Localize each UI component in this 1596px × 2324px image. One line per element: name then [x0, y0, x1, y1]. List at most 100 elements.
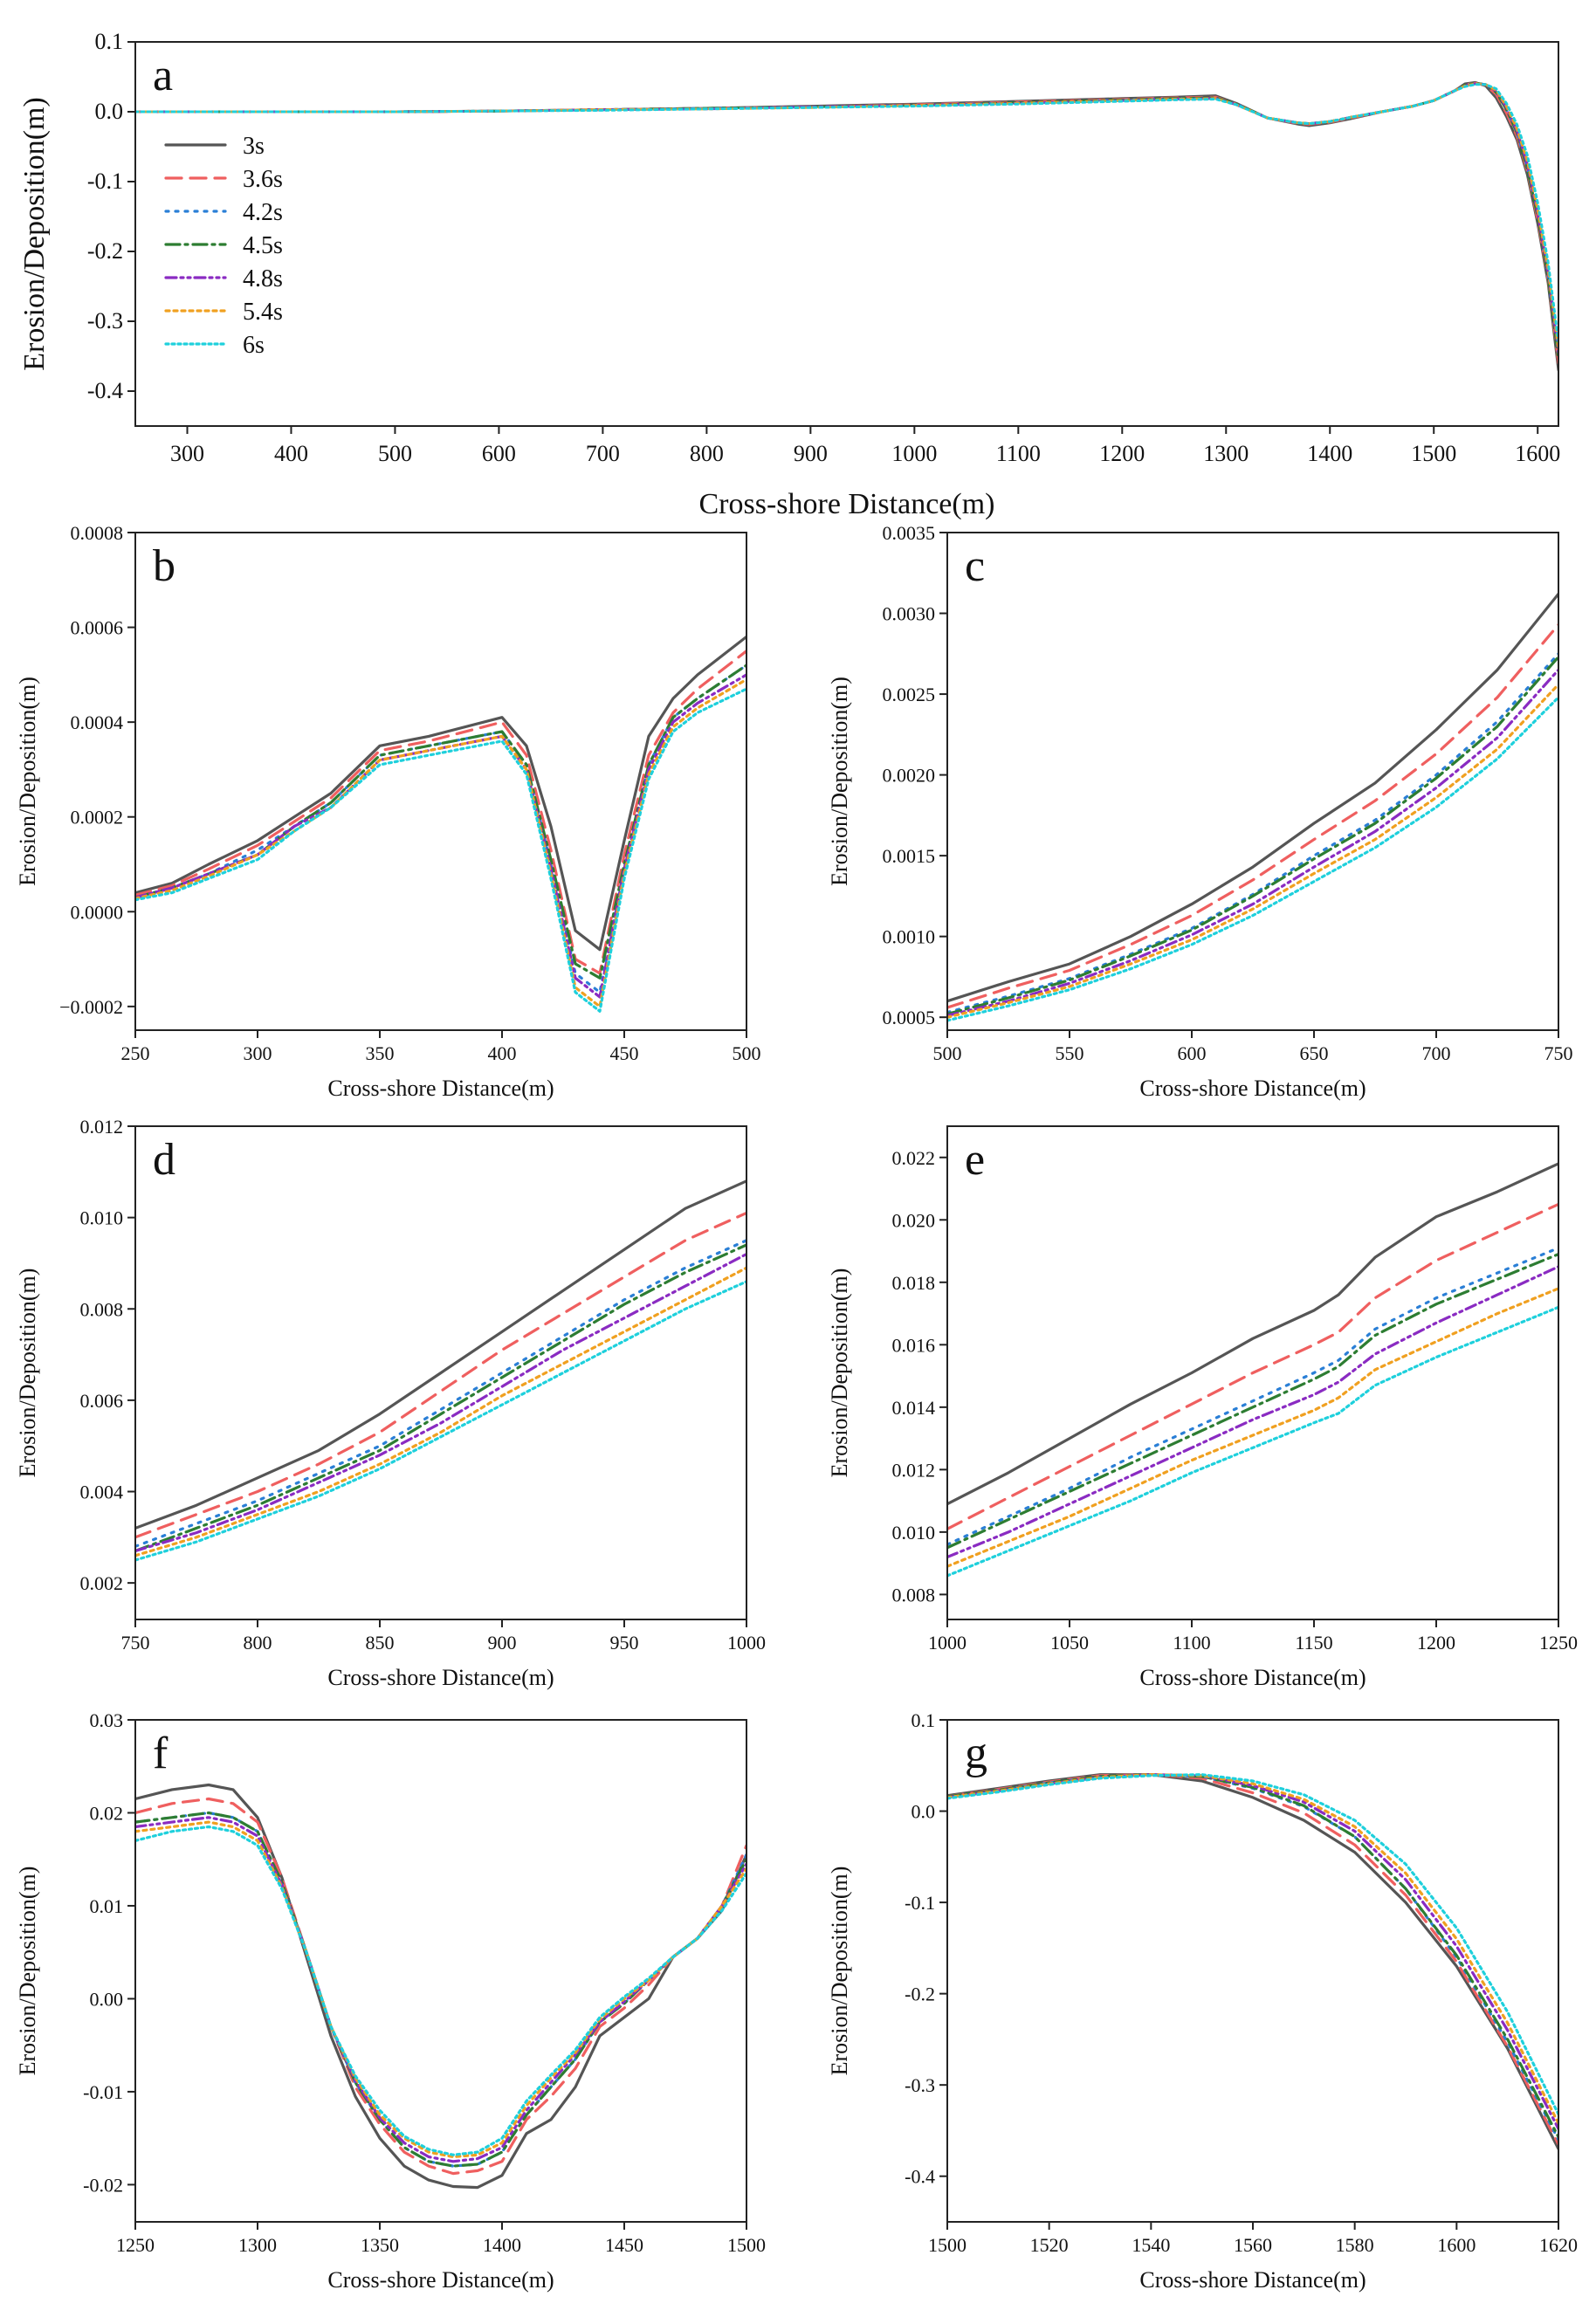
x-tick-label-f: 1450 [605, 2234, 643, 2256]
y-tick-label-a: -0.2 [87, 238, 123, 264]
series-line-a-3.6s [135, 81, 1558, 365]
x-tick-label-a: 1200 [1099, 441, 1145, 466]
x-tick-label-a: 600 [482, 441, 516, 466]
series-line-b-3.6s [135, 650, 746, 975]
y-tick-label-e: 0.010 [892, 1522, 936, 1544]
x-axis-title-g: Cross-shore Distance(m) [1139, 2267, 1366, 2293]
legend-label-6s: 6s [243, 332, 265, 359]
x-tick-label-a: 500 [378, 441, 412, 466]
series-line-e-5.4s [947, 1287, 1558, 1568]
series-line-c-4.5s [947, 655, 1558, 1016]
y-tick-label-b: 0.0002 [71, 807, 124, 829]
x-tick-label-f: 1300 [238, 2234, 277, 2256]
panel-letter-a: a [153, 51, 173, 100]
series-line-c-6s [947, 696, 1558, 1022]
series-line-a-4.8s [135, 82, 1558, 354]
x-tick-label-g: 1520 [1030, 2234, 1069, 2256]
y-tick-label-c: 0.0015 [883, 845, 936, 867]
y-tick-label-a: -0.3 [87, 308, 123, 333]
panel-f: 1250 1300 1350 1400 1450 1500 0.03 0.02 0.01 0.00… [15, 1709, 766, 2293]
y-axis-title-e: Erosion/Deposition(m) [827, 1269, 852, 1478]
series-line-c-3s [947, 592, 1558, 1003]
x-tick-label-f: 1400 [483, 2234, 521, 2256]
y-tick-label-g: -0.2 [905, 1984, 935, 2005]
x-axis-title-e: Cross-shore Distance(m) [1139, 1665, 1366, 1690]
y-tick-label-f: 0.01 [90, 1895, 124, 1917]
x-axis-title-d: Cross-shore Distance(m) [327, 1665, 554, 1690]
x-tick-label-b: 500 [733, 1042, 761, 1064]
series-group-d [135, 1179, 746, 1562]
x-tick-label-g: 1540 [1132, 2234, 1170, 2256]
y-tick-label-c: 0.0030 [883, 603, 936, 625]
plot-frame-a [134, 41, 1559, 427]
series-line-e-6s [947, 1305, 1558, 1578]
series-line-d-4.8s [135, 1252, 746, 1553]
series-line-f-6s [135, 1825, 746, 2156]
series-line-d-6s [135, 1280, 746, 1562]
y-axis-title-a: Erosion/Deposition(m) [18, 97, 51, 371]
legend-label-3s: 3s [243, 133, 265, 160]
x-tick-label-e: 1250 [1539, 1632, 1578, 1654]
x-tick-label-b: 450 [610, 1042, 639, 1064]
series-line-e-3s [947, 1162, 1558, 1506]
panel-letter-b: b [153, 541, 175, 591]
panel-b: 250 300 350 400 450 500 0.0008 0.0006 0.0004 0.00… [15, 522, 761, 1101]
plot-frame-b [134, 532, 747, 1031]
x-tick-label-b: 250 [121, 1042, 150, 1064]
series-line-a-4.5s [135, 81, 1558, 361]
series-line-f-5.4s [135, 1820, 746, 2159]
y-tick-label-b: 0.0000 [71, 901, 124, 923]
panel-letter-g: g [965, 1729, 987, 1778]
y-tick-label-e: 0.016 [892, 1334, 936, 1356]
y-tick-label-a: 0.1 [95, 29, 124, 54]
x-tick-label-d: 900 [488, 1632, 517, 1654]
series-line-b-5.4s [135, 677, 746, 1008]
series-line-g-4.8s [947, 1773, 1558, 2130]
series-line-b-4.5s [135, 664, 746, 980]
y-tick-label-a: -0.4 [87, 378, 123, 403]
x-tick-label-e: 1200 [1417, 1632, 1455, 1654]
series-line-d-4.2s [135, 1239, 746, 1548]
panel-letter-e: e [965, 1135, 985, 1185]
series-line-b-6s [135, 687, 746, 1013]
x-tick-label-a: 300 [170, 441, 204, 466]
x-tick-label-d: 950 [610, 1632, 639, 1654]
series-line-a-4.2s [135, 81, 1558, 358]
x-tick-label-b: 350 [366, 1042, 395, 1064]
x-tick-label-a: 1100 [996, 441, 1041, 466]
legend-label-3.6s: 3.6s [243, 166, 283, 193]
y-tick-label-d: 0.010 [80, 1207, 124, 1229]
x-tick-label-c: 650 [1300, 1042, 1329, 1064]
plot-frame-f [134, 1719, 747, 2223]
x-tick-label-g: 1500 [928, 2234, 967, 2256]
series-line-c-3.6s [947, 622, 1558, 1009]
x-tick-label-e: 1050 [1050, 1632, 1089, 1654]
legend-a: 3s 3.6s 4.2s 4.5s 4.8s 5.4s 6s [164, 133, 283, 359]
x-tick-label-c: 600 [1178, 1042, 1207, 1064]
y-tick-label-f: 0.03 [90, 1709, 124, 1731]
series-line-d-5.4s [135, 1266, 746, 1557]
panel-g: 1500 1520 1540 1560 1580 1600 1620 0.1 0.0 -0.1 -0… [827, 1709, 1578, 2293]
x-axis-title-a: Cross-shore Distance(m) [699, 488, 995, 520]
x-tick-label-c: 750 [1544, 1042, 1573, 1064]
series-line-c-4.8s [947, 668, 1558, 1017]
y-tick-label-f: 0.02 [90, 1802, 124, 1824]
y-axis-title-f: Erosion/Deposition(m) [15, 1867, 40, 2076]
x-axis-title-b: Cross-shore Distance(m) [327, 1076, 554, 1101]
y-tick-label-d: 0.002 [80, 1572, 124, 1594]
series-line-g-5.4s [947, 1773, 1558, 2125]
x-tick-label-a: 1600 [1515, 441, 1560, 466]
x-tick-label-g: 1580 [1336, 2234, 1374, 2256]
x-tick-label-a: 1400 [1307, 441, 1352, 466]
x-tick-label-a: 1000 [891, 441, 937, 466]
y-tick-label-e: 0.020 [892, 1209, 936, 1231]
panel-c: 500 550 600 650 700 750 0.0035 0.0030 0.0025 0.00… [827, 522, 1573, 1101]
legend-label-5.4s: 5.4s [243, 299, 283, 326]
y-tick-label-b: 0.0004 [71, 712, 124, 733]
x-tick-label-a: 900 [794, 441, 828, 466]
x-tick-label-a: 400 [274, 441, 308, 466]
y-tick-label-g: -0.1 [905, 1892, 935, 1914]
legend-label-4.8s: 4.8s [243, 265, 283, 292]
series-line-e-4.2s [947, 1246, 1558, 1546]
y-tick-label-c: 0.0035 [883, 522, 936, 544]
